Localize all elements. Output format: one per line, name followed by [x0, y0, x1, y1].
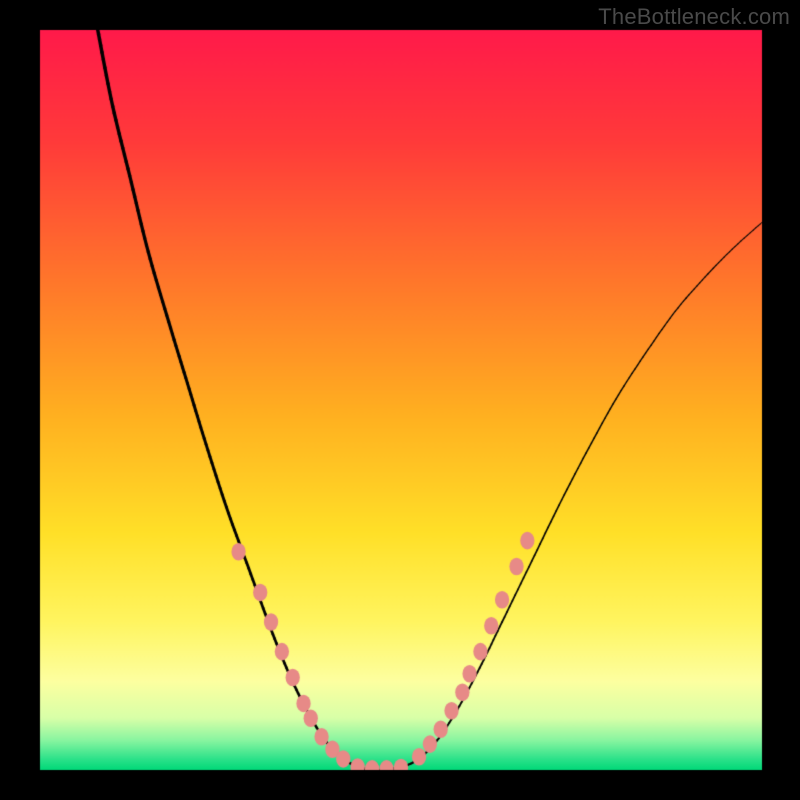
chart-frame: TheBottleneck.com [0, 0, 800, 800]
chart-canvas [0, 0, 800, 800]
watermark-label: TheBottleneck.com [598, 4, 790, 30]
